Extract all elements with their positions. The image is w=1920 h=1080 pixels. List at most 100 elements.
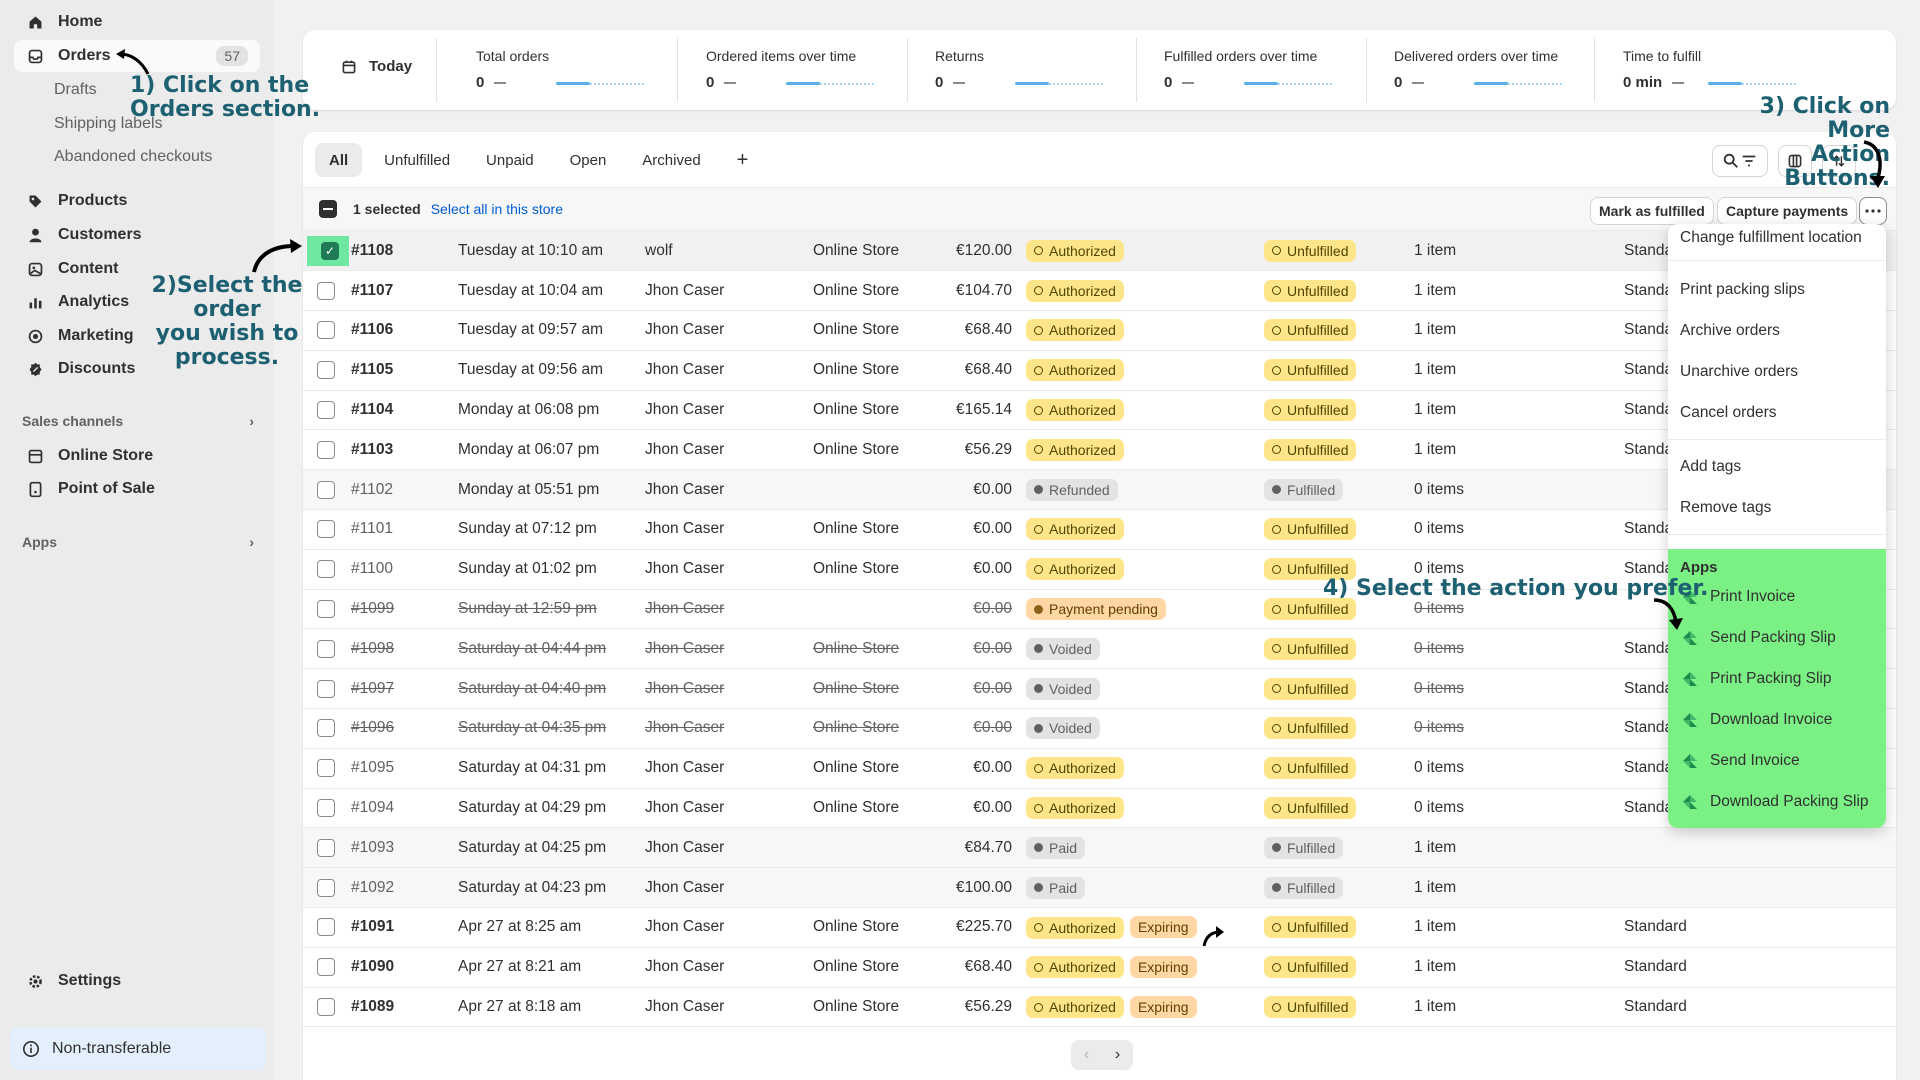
order-number[interactable]: #1100 xyxy=(351,560,393,578)
sidebar-item-content[interactable]: Content xyxy=(14,253,260,285)
sidebar-item-home[interactable]: Home xyxy=(14,6,260,38)
stat-delivered-orders[interactable]: Delivered orders over time 0 xyxy=(1394,48,1604,91)
menu-archive-orders[interactable]: Archive orders xyxy=(1680,322,1780,339)
search-filter-button[interactable] xyxy=(1712,145,1768,177)
order-number[interactable]: #1098 xyxy=(351,639,395,657)
order-number[interactable]: #1107 xyxy=(351,281,394,299)
capture-payments-button[interactable]: Capture payments xyxy=(1717,197,1858,225)
columns-button[interactable] xyxy=(1778,145,1812,177)
order-number[interactable]: #1090 xyxy=(351,958,395,976)
stat-time-to-fulfill[interactable]: Time to fulfill 0 min xyxy=(1623,48,1833,91)
add-view-button[interactable]: + xyxy=(736,148,749,171)
menu-cancel-orders[interactable]: Cancel orders xyxy=(1680,404,1777,421)
menu-app-print-invoice[interactable]: Print Invoice xyxy=(1680,587,1795,607)
table-row[interactable]: #1103 Monday at 06:07 pm Jhon Caser Online … xyxy=(303,429,1896,470)
row-checkbox[interactable] xyxy=(317,878,335,897)
order-number[interactable]: #1097 xyxy=(351,679,395,697)
sort-button[interactable] xyxy=(1822,145,1856,177)
sidebar-item-online-store[interactable]: Online Store xyxy=(14,440,260,472)
row-checkbox[interactable] xyxy=(317,799,335,818)
table-row[interactable]: #1091 Apr 27 at 8:25 am Jhon Caser Online S… xyxy=(303,907,1896,948)
table-row[interactable]: #1099 Sunday at 12:59 pm Jhon Caser €0.00 Pa… xyxy=(303,589,1896,629)
table-row[interactable]: #1097 Saturday at 04:40 pm Jhon Caser Onlin… xyxy=(303,668,1896,709)
menu-app-download-packing-slip[interactable]: Download Packing Slip xyxy=(1680,792,1869,812)
tab-all[interactable]: All xyxy=(315,143,363,177)
apps-section[interactable]: Apps › xyxy=(22,534,254,550)
select-all-checkbox[interactable] xyxy=(319,200,337,218)
row-checkbox[interactable] xyxy=(317,958,335,977)
table-row[interactable]: #1104 Monday at 06:08 pm Jhon Caser Online … xyxy=(303,390,1896,430)
row-checkbox[interactable] xyxy=(317,600,335,619)
order-number[interactable]: #1091 xyxy=(351,918,395,936)
row-checkbox[interactable] xyxy=(317,679,335,698)
select-all-link[interactable]: Select all in this store xyxy=(430,201,564,217)
row-checkbox[interactable] xyxy=(317,440,335,459)
tab-open[interactable]: Open xyxy=(569,151,607,169)
order-number[interactable]: #1108 xyxy=(351,241,394,259)
order-number[interactable]: #1095 xyxy=(351,759,395,777)
order-number[interactable]: #1102 xyxy=(351,480,393,498)
next-page-button[interactable]: › xyxy=(1114,1046,1121,1063)
row-checkbox[interactable] xyxy=(317,401,335,420)
row-checkbox[interactable] xyxy=(317,998,335,1017)
stat-returns[interactable]: Returns 0 xyxy=(935,48,1145,91)
order-number[interactable]: #1103 xyxy=(351,440,394,458)
more-actions-button[interactable] xyxy=(1859,197,1887,225)
sales-channels-section[interactable]: Sales channels › xyxy=(22,413,254,429)
tab-archived[interactable]: Archived xyxy=(642,151,701,169)
row-checkbox[interactable] xyxy=(317,759,335,778)
sidebar-item-orders[interactable]: Orders 57 xyxy=(14,40,260,72)
previous-page-button[interactable]: ‹ xyxy=(1083,1046,1090,1063)
row-checkbox[interactable] xyxy=(317,639,335,658)
date-range-button[interactable]: Today xyxy=(341,58,412,75)
sidebar-item-point-of-sale[interactable]: Point of Sale xyxy=(14,473,260,505)
table-row[interactable]: #1090 Apr 27 at 8:21 am Jhon Caser Online S… xyxy=(303,947,1896,988)
row-checkbox[interactable] xyxy=(317,838,335,857)
order-number[interactable]: #1092 xyxy=(351,878,395,896)
stat-fulfilled-orders[interactable]: Fulfilled orders over time 0 xyxy=(1164,48,1374,91)
menu-app-download-invoice[interactable]: Download Invoice xyxy=(1680,710,1832,730)
non-transferable-banner[interactable]: Non-transferable xyxy=(10,1028,266,1070)
menu-unarchive-orders[interactable]: Unarchive orders xyxy=(1680,363,1799,380)
tab-unfulfilled[interactable]: Unfulfilled xyxy=(384,151,451,169)
table-row[interactable]: #1102 Monday at 05:51 pm Jhon Caser €0.00 Re… xyxy=(303,469,1896,510)
menu-change-fulfillment-location[interactable]: Change fulfillment location xyxy=(1680,229,1862,246)
table-row[interactable]: #1107 Tuesday at 10:04 am Jhon Caser Online… xyxy=(303,270,1896,311)
order-number[interactable]: #1096 xyxy=(351,719,395,737)
table-row[interactable]: ✓ #1108 Tuesday at 10:10 am wolf Online Stor… xyxy=(303,231,1896,271)
order-number[interactable]: #1101 xyxy=(351,520,393,538)
order-number[interactable]: #1104 xyxy=(351,401,394,419)
table-row[interactable]: #1092 Saturday at 04:23 pm Jhon Caser €100.… xyxy=(303,867,1896,908)
sidebar-item-customers[interactable]: Customers xyxy=(14,219,260,251)
row-checkbox[interactable] xyxy=(317,560,335,579)
menu-app-send-invoice[interactable]: Send Invoice xyxy=(1680,751,1800,771)
table-row[interactable]: #1093 Saturday at 04:25 pm Jhon Caser €84.7… xyxy=(303,827,1896,868)
table-row[interactable]: #1095 Saturday at 04:31 pm Jhon Caser Onlin… xyxy=(303,748,1896,789)
menu-remove-tags[interactable]: Remove tags xyxy=(1680,499,1772,516)
menu-app-send-packing-slip[interactable]: Send Packing Slip xyxy=(1680,628,1836,648)
row-checkbox[interactable] xyxy=(317,719,335,738)
order-number[interactable]: #1106 xyxy=(351,321,394,339)
row-checkbox[interactable] xyxy=(317,918,335,937)
stat-total-orders[interactable]: Total orders 0 xyxy=(476,48,686,91)
sidebar-item-discounts[interactable]: Discounts xyxy=(14,353,260,385)
sidebar-item-marketing[interactable]: Marketing xyxy=(14,320,260,352)
table-row[interactable]: #1106 Tuesday at 09:57 am Jhon Caser Online… xyxy=(303,310,1896,351)
row-checkbox[interactable] xyxy=(317,281,335,300)
table-row[interactable]: #1101 Sunday at 07:12 pm Jhon Caser Online … xyxy=(303,509,1896,550)
order-number[interactable]: #1094 xyxy=(351,799,395,817)
sidebar-item-shipping-labels[interactable]: Shipping labels xyxy=(54,115,163,132)
order-number[interactable]: #1099 xyxy=(351,600,395,618)
table-row[interactable]: #1096 Saturday at 04:35 pm Jhon Caser Onlin… xyxy=(303,708,1896,749)
order-number[interactable]: #1105 xyxy=(351,361,394,379)
table-row[interactable]: #1105 Tuesday at 09:56 am Jhon Caser Online… xyxy=(303,350,1896,391)
order-number[interactable]: #1089 xyxy=(351,998,395,1016)
table-row[interactable]: #1100 Sunday at 01:02 pm Jhon Caser Online … xyxy=(303,549,1896,590)
sidebar-item-products[interactable]: Products xyxy=(14,185,260,217)
row-checkbox[interactable] xyxy=(317,520,335,539)
mark-fulfilled-button[interactable]: Mark as fulfilled xyxy=(1590,197,1714,225)
table-row[interactable]: #1098 Saturday at 04:44 pm Jhon Caser Onlin… xyxy=(303,628,1896,669)
table-row[interactable]: #1089 Apr 27 at 8:18 am Jhon Caser Online S… xyxy=(303,987,1896,1027)
tab-unpaid[interactable]: Unpaid xyxy=(486,151,534,169)
sidebar-item-drafts[interactable]: Drafts xyxy=(54,81,97,98)
